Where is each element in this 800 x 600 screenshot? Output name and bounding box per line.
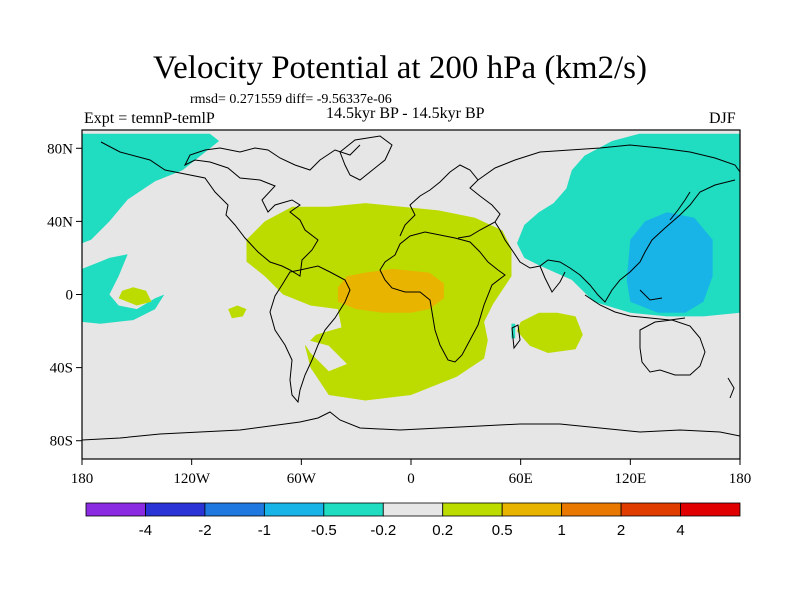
colorbar-label: -2 (198, 522, 211, 539)
coastline-north-america (100, 141, 361, 277)
season-label: DJF (709, 110, 736, 127)
colorbar-label: 4 (676, 522, 684, 539)
colorbar-swatch (680, 502, 741, 517)
region-maritime-continent-negative (626, 212, 713, 313)
x-tick-label: 60E (509, 471, 533, 487)
coastline-australia (639, 319, 706, 376)
coastline-new-zealand (727, 377, 735, 399)
coastline-asia (477, 144, 740, 303)
colorbar-swatch (323, 502, 384, 517)
colorbar-label: -1 (258, 522, 271, 539)
colorbar-label: -0.2 (370, 522, 396, 539)
coastline-india (539, 265, 566, 293)
coastline-south-america (269, 265, 351, 404)
coastline-greenland (339, 135, 393, 181)
x-tick-label: 180 (729, 471, 752, 487)
colorbar-label: -4 (139, 522, 152, 539)
stats-label: rmsd= 0.271559 diff= -9.56337e-06 (190, 92, 392, 107)
y-tick-label: 80S (50, 434, 73, 450)
colorbar-swatch (85, 502, 146, 517)
x-tick-label: 180 (71, 471, 94, 487)
axes: 180 120W 60W 0 60E 120E 180 80N 40N 0 40S 80S (47, 141, 751, 487)
coastline-africa (379, 231, 506, 363)
x-tick-label: 120E (614, 471, 646, 487)
colorbar-swatch (561, 502, 622, 517)
coastlines (82, 135, 740, 441)
region-east-pacific-negative (82, 254, 165, 324)
colorbar-swatch (382, 502, 444, 517)
colorbar-label: 0.5 (492, 522, 513, 539)
colorbar-label: 1 (557, 522, 565, 539)
region-west-pacific-positive-hole (118, 287, 152, 306)
colorbar-swatch (442, 502, 503, 517)
region-north-pacific-negative (82, 133, 220, 244)
colorbar: -4 -2 -1 -0.5 -0.2 0.2 0.5 1 2 4 (85, 502, 741, 539)
period-label: 14.5kyr BP - 14.5kyr BP (326, 105, 485, 122)
colorbar-swatch (145, 502, 206, 517)
x-tick-label: 0 (407, 471, 415, 487)
y-tick-label: 40S (50, 361, 73, 377)
y-tick-label: 80N (47, 141, 73, 157)
colorbar-label: 0.2 (432, 522, 453, 539)
coastline-antarctica (82, 411, 740, 441)
region-west-africa-max (337, 268, 444, 313)
colorbar-swatch (620, 502, 681, 517)
colorbar-swatch (204, 502, 265, 517)
colorbar-label: 2 (617, 522, 625, 539)
chart-title: Velocity Potential at 200 hPa (km2/s) (152, 50, 648, 86)
region-pacific-small-positive (228, 305, 247, 319)
coastline-japan (669, 191, 691, 221)
region-south-america-hole (301, 338, 347, 372)
coastline-madagascar (511, 324, 521, 350)
colorbar-label: -0.5 (311, 522, 337, 539)
y-tick-label: 40N (47, 214, 73, 230)
x-tick-label: 60W (287, 471, 317, 487)
colorbar-swatch (501, 502, 563, 517)
colorbar-swatch (263, 502, 325, 517)
region-indian-ocean-positive (517, 312, 583, 353)
x-tick-label: 120W (173, 471, 211, 487)
y-tick-label: 0 (66, 288, 74, 304)
experiment-label: Expt = temnP-temlP (84, 110, 215, 127)
